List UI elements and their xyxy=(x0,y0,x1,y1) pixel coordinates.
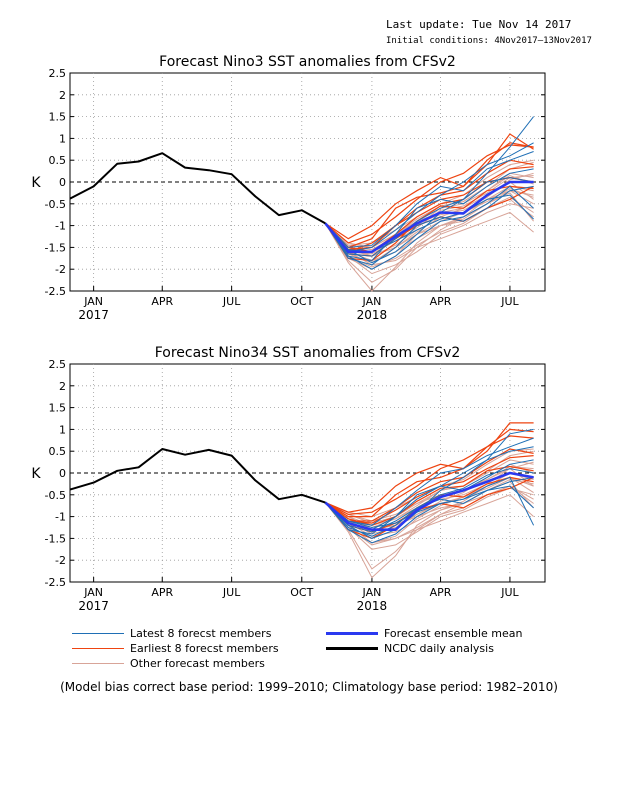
chart1-latest-member-line xyxy=(324,168,534,262)
chart1-latest-member-line xyxy=(324,185,534,266)
chart2-xtick-label: JAN xyxy=(362,586,382,599)
chart1-xtick-label: OCT xyxy=(290,295,313,308)
chart1-earliest-member-line xyxy=(324,159,534,253)
chart2-ytick-label: 1.5 xyxy=(49,402,67,415)
chart2-latest-member-line xyxy=(325,437,534,526)
chart2-ytick-label: -1.5 xyxy=(45,532,66,545)
chart1-xtick-label: JAN xyxy=(83,295,103,308)
chart2-xtick-label: APR xyxy=(430,586,452,599)
chart1-title: Forecast Nino3 SST anomalies from CFSv2 xyxy=(159,54,456,70)
legend-ncdc-swatch xyxy=(326,646,378,650)
chart2-ensemble-mean-line xyxy=(324,471,534,532)
last-update-text: Last update: Tue Nov 14 2017 xyxy=(386,18,572,31)
chart2-year-label: 2017 xyxy=(78,599,109,613)
legend-earliest-swatch xyxy=(72,647,124,649)
chart2-ytick-label: 2 xyxy=(59,380,66,393)
chart2-ytick-label: 1 xyxy=(59,423,66,436)
legend-latest-members: Latest 8 forecst members xyxy=(72,626,271,640)
chart1-ytick-label: 1 xyxy=(59,132,66,145)
chart1-ytick-label: -2 xyxy=(55,263,66,276)
legend-ensemble-mean: Forecast ensemble mean xyxy=(326,626,523,640)
chart1-xtick-label: JAN xyxy=(362,295,382,308)
chart2-other-member-line xyxy=(325,468,534,524)
legend-ncdc-analysis: NCDC daily analysis xyxy=(326,641,494,655)
chart1-xtick-label: APR xyxy=(151,295,173,308)
chart1-ytick-label: 0 xyxy=(59,176,66,189)
chart1-xtick-label: JUL xyxy=(500,295,519,308)
chart2-earliest-member-line xyxy=(325,435,534,516)
chart2-ncdc-analysis-line xyxy=(69,448,326,504)
chart1-ytick-label: 1.5 xyxy=(49,111,67,124)
chart2-other-member-line xyxy=(325,487,534,550)
chart2-other-member-line xyxy=(325,472,534,537)
legend-mean-swatch xyxy=(326,631,378,635)
chart2-title: Forecast Nino34 SST anomalies from CFSv2 xyxy=(155,345,461,361)
chart2-latest-member-line xyxy=(325,485,534,529)
chart2-latest-member-line xyxy=(325,476,535,544)
chart2-earliest-member-line xyxy=(325,428,534,513)
chart1-xtick-label: APR xyxy=(430,295,452,308)
chart2-year-label: 2018 xyxy=(357,599,388,613)
legend-other-members: Other forecast members xyxy=(72,656,265,670)
chart1-ylabel: K xyxy=(31,175,41,191)
chart2-xtick-label: OCT xyxy=(290,586,313,599)
chart2-ytick-label: 0 xyxy=(59,467,66,480)
chart2-ytick-label: -2.5 xyxy=(45,576,66,589)
chart2-other-member-line xyxy=(325,478,534,570)
legend-mean-label: Forecast ensemble mean xyxy=(384,626,523,640)
legend-other-label: Other forecast members xyxy=(130,656,265,670)
chart2-earliest-member-line xyxy=(325,422,534,518)
legend-earliest-label: Earliest 8 forecst members xyxy=(130,641,279,655)
chart1-ytick-label: -1.5 xyxy=(45,241,66,254)
chart1-earliest-member-line xyxy=(325,142,534,240)
chart1-ytick-label: 2 xyxy=(59,89,66,102)
chart1-ncdc-analysis-line xyxy=(69,152,326,225)
chart1-xtick-label: JUL xyxy=(222,295,241,308)
chart1-other-member-line xyxy=(324,190,534,283)
chart1-other-member-line xyxy=(324,192,534,292)
chart1-latest-member-line xyxy=(325,151,534,248)
chart1-latest-member-line xyxy=(324,185,534,270)
chart2-latest-member-line xyxy=(325,459,534,535)
chart1-earliest-member-line xyxy=(324,166,534,251)
legend-latest-swatch xyxy=(72,632,124,634)
forecast-charts: Forecast Nino3 SST anomalies from CFSv2 2… xyxy=(31,54,546,613)
chart1-ytick-label: -1 xyxy=(55,220,66,233)
chart2-xtick-label: JUL xyxy=(500,586,519,599)
chart2-xtick-label: JUL xyxy=(222,586,241,599)
chart1-ensemble-mean-line xyxy=(324,180,534,254)
chart2-ytick-label: -0.5 xyxy=(45,489,66,502)
chart2-ylabel: K xyxy=(31,466,41,482)
chart2-ytick-label: -1 xyxy=(55,511,66,524)
chart1-year-label: 2018 xyxy=(357,308,388,322)
chart1-year-label: 2017 xyxy=(78,308,109,322)
chart2-latest-member-line xyxy=(325,468,534,533)
legend-earliest-members: Earliest 8 forecst members xyxy=(72,641,279,655)
chart1-earliest-member-line xyxy=(325,144,534,244)
footnote: (Model bias correct base period: 1999–20… xyxy=(60,680,558,694)
chart1-ytick-label: 2.5 xyxy=(49,67,67,80)
legend-latest-label: Latest 8 forecst members xyxy=(130,626,272,640)
chart1-ytick-label: 0.5 xyxy=(49,154,67,167)
chart1-other-member-line xyxy=(324,203,534,275)
chart2-ytick-label: -2 xyxy=(55,554,66,567)
chart2-xtick-label: JAN xyxy=(83,586,103,599)
initial-conditions-text: Initial conditions: 4Nov2017–13Nov2017 xyxy=(386,36,592,46)
chart2-earliest-member-line xyxy=(325,455,534,524)
chart1-ytick-label: -0.5 xyxy=(45,198,66,211)
chart2-ytick-label: 2.5 xyxy=(49,358,67,371)
legend-ncdc-label: NCDC daily analysis xyxy=(384,641,494,655)
chart2-ytick-label: 0.5 xyxy=(49,445,67,458)
chart1-ytick-label: -2.5 xyxy=(45,285,66,298)
legend-other-swatch xyxy=(72,662,124,664)
chart1-latest-member-line xyxy=(325,142,534,253)
chart2-xtick-label: APR xyxy=(151,586,173,599)
